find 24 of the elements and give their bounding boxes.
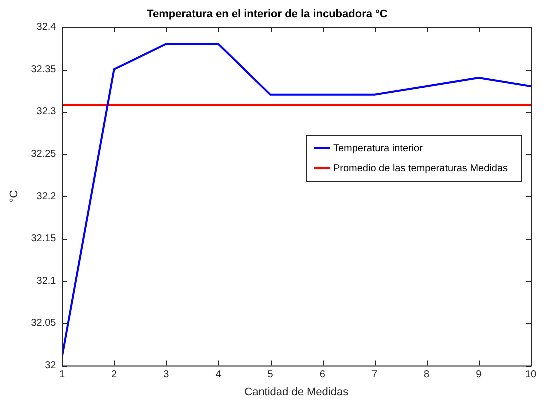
y-tick-label: 32.25 bbox=[31, 148, 57, 160]
y-tick-label: 32.3 bbox=[36, 106, 57, 118]
y-tick-label: 32.4 bbox=[36, 22, 57, 33]
legend-label: Temperatura interior bbox=[333, 143, 424, 154]
legend-label: Promedio de las temperaturas Medidas bbox=[333, 163, 508, 174]
x-tick-label: 3 bbox=[164, 370, 170, 381]
x-tick-label: 2 bbox=[112, 370, 118, 381]
x-tick-label: 9 bbox=[476, 370, 482, 381]
x-tick-label: 10 bbox=[525, 370, 537, 381]
x-tick-label: 4 bbox=[216, 370, 222, 381]
y-axis-title: °C bbox=[8, 190, 21, 203]
x-tick-label: 1 bbox=[59, 370, 66, 381]
y-tick-label: 32.35 bbox=[31, 64, 57, 76]
y-tick-label: 32.15 bbox=[31, 234, 57, 245]
x-tick-label: 8 bbox=[424, 370, 430, 381]
y-tick-label: 32 bbox=[45, 360, 57, 372]
x-tick-label: 5 bbox=[268, 370, 274, 381]
chart-title: Temperatura en el interior de la incubadora °C bbox=[147, 8, 388, 21]
y-tick-label: 32.1 bbox=[36, 276, 57, 287]
x-tick-label: 7 bbox=[372, 370, 378, 381]
y-tick-label: 32.2 bbox=[36, 191, 57, 202]
x-tick-label: 6 bbox=[320, 370, 326, 381]
x-axis-title: Cantidad de Medidas bbox=[244, 386, 350, 398]
y-tick-label: 32.05 bbox=[31, 318, 57, 330]
